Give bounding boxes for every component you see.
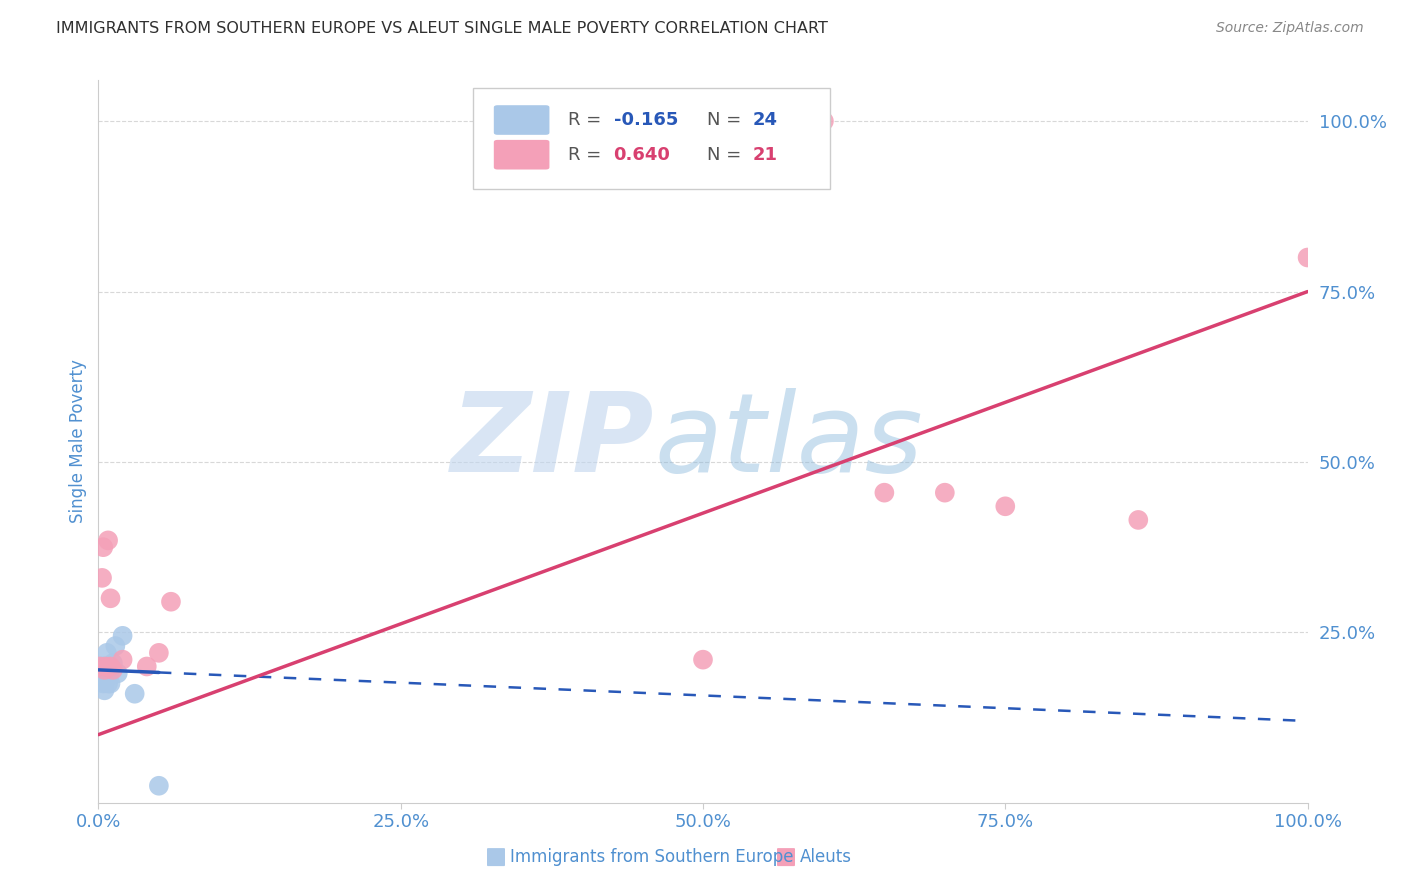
Point [89,659,111,673]
Point [97,676,120,690]
Text: Aleuts: Aleuts [800,848,852,866]
Text: Source: ZipAtlas.com: Source: ZipAtlas.com [1216,21,1364,35]
Point [90,670,112,684]
Point [111,653,134,667]
FancyBboxPatch shape [474,87,830,189]
Point [89,670,111,684]
Point [91,673,114,687]
Text: 0.640: 0.640 [613,145,671,164]
Point [94,670,117,684]
Point [148,646,170,660]
Text: ZIP: ZIP [451,388,655,495]
Point [813,114,835,128]
FancyBboxPatch shape [494,140,550,169]
Point [94,659,117,673]
Point [752,114,775,128]
Point [97,670,120,684]
Point [934,485,956,500]
Point [994,500,1017,514]
Point [97,533,120,548]
Point [104,639,127,653]
Point [1128,513,1150,527]
Point [94,673,117,687]
Point [148,779,170,793]
Y-axis label: Single Male Poverty: Single Male Poverty [69,359,87,524]
Point [98,666,121,681]
Point [692,653,714,667]
Point [93,659,115,673]
Text: N =: N = [707,145,747,164]
Point [100,676,122,690]
Point [91,571,114,585]
Text: Immigrants from Southern Europe: Immigrants from Southern Europe [510,848,793,866]
Point [873,485,896,500]
Point [93,663,115,677]
Point [160,595,183,609]
Point [91,676,114,690]
FancyBboxPatch shape [486,848,505,866]
Text: N =: N = [707,111,747,129]
Text: 24: 24 [752,111,778,129]
Point [91,663,114,677]
Point [100,659,122,673]
Text: -0.165: -0.165 [613,111,678,129]
Point [100,659,122,673]
Point [93,670,115,684]
Point [96,663,118,677]
Point [101,663,124,677]
Text: atlas: atlas [655,388,924,495]
Text: IMMIGRANTS FROM SOUTHERN EUROPE VS ALEUT SINGLE MALE POVERTY CORRELATION CHART: IMMIGRANTS FROM SOUTHERN EUROPE VS ALEUT… [56,21,828,36]
FancyBboxPatch shape [778,848,794,866]
Text: 21: 21 [752,145,778,164]
Text: R =: R = [568,145,606,164]
Point [135,659,157,673]
Point [96,646,118,660]
Point [101,656,124,670]
FancyBboxPatch shape [494,105,550,135]
Point [111,629,134,643]
Point [107,666,129,681]
Point [91,659,114,673]
Point [100,591,122,606]
Point [93,683,115,698]
Point [91,540,114,554]
Point [124,687,146,701]
Point [1296,251,1319,265]
Text: R =: R = [568,111,606,129]
